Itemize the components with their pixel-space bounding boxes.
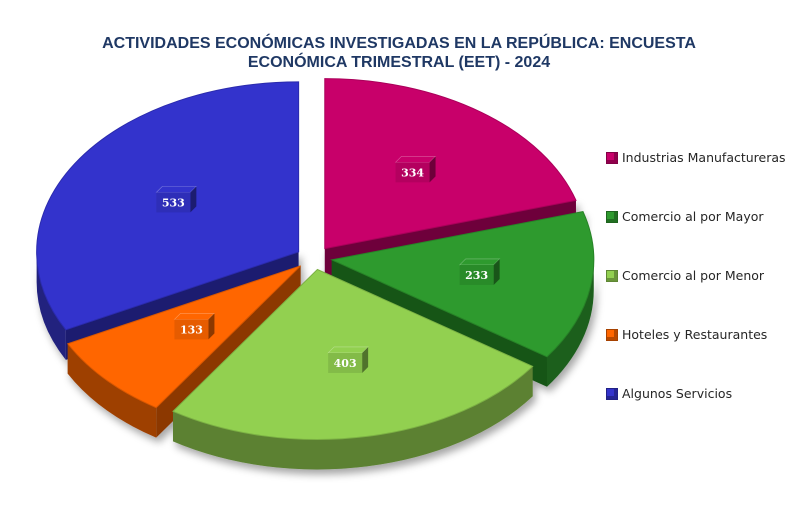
legend-label-comercio-mayor: Comercio al por Mayor: [622, 209, 764, 224]
data-label-box-side-hoteles: [208, 313, 215, 340]
data-label-box-top-comercio-mayor: [458, 258, 501, 266]
legend-swatch-comercio-mayor: [606, 210, 618, 223]
data-label-box-side-algunos-servicios: [190, 186, 197, 213]
legend-item-algunos-servicios: Algunos Servicios: [606, 364, 786, 423]
chart-title: ACTIVIDADES ECONÓMICAS INVESTIGADAS EN L…: [0, 34, 798, 72]
data-label-algunos-servicios: 533: [155, 186, 198, 213]
legend-item-comercio-mayor: Comercio al por Mayor: [606, 187, 786, 246]
legend-swatch-algunos-servicios: [606, 387, 618, 400]
chart-title-line-2: ECONÓMICA TRIMESTRAL (EET) - 2024: [247, 54, 551, 71]
legend-swatch-hoteles: [606, 328, 618, 341]
data-label-box-top-hoteles: [173, 313, 216, 320]
legend-swatch-comercio-menor: [606, 269, 618, 282]
data-label-box-comercio-mayor: [459, 264, 494, 285]
data-label-box-side-comercio-mayor: [493, 258, 500, 285]
legend-label-comercio-menor: Comercio al por Menor: [622, 268, 765, 283]
data-label-hoteles: 133: [173, 313, 216, 340]
data-label-box-top-algunos-servicios: [155, 186, 198, 193]
chart-title-line-1: ACTIVIDADES ECONÓMICAS INVESTIGADAS EN L…: [102, 35, 696, 52]
data-label-box-comercio-menor: [328, 352, 363, 373]
legend-label-algunos-servicios: Algunos Servicios: [622, 386, 733, 401]
data-label-industrias: 334: [394, 156, 437, 183]
pie-data-labels: 334 233 403 133 533: [155, 156, 501, 373]
data-label-box-side-industrias: [429, 156, 436, 183]
legend-label-hoteles: Hoteles y Restaurantes: [622, 327, 768, 342]
slice-rim-comercio-menor: [172, 366, 533, 470]
slice-industrias: [324, 78, 577, 250]
data-label-box-top-comercio-menor: [327, 346, 369, 354]
data-label-box-top-industrias: [394, 156, 437, 163]
slice-rim-comercio-mayor: [546, 259, 594, 387]
legend-item-hoteles: Hoteles y Restaurantes: [606, 305, 786, 364]
legend-swatch-industrias: [606, 151, 618, 164]
data-label-box-side-comercio-menor: [362, 346, 369, 373]
data-label-box-algunos-servicios: [156, 192, 191, 213]
data-label-comercio-mayor: 233: [458, 258, 501, 285]
data-label-box-industrias: [395, 162, 430, 183]
legend-item-industrias: Industrias Manufactureras: [606, 128, 786, 187]
legend-label-industrias: Industrias Manufactureras: [622, 150, 786, 165]
data-label-text-comercio-menor: 403: [334, 357, 357, 370]
legend: Industrias Manufactureras Comercio al po…: [606, 128, 786, 423]
data-label-comercio-menor: 403: [327, 346, 369, 373]
data-label-text-industrias: 334: [401, 166, 424, 179]
data-label-box-hoteles: [174, 319, 209, 340]
slice-rim-algunos-servicios: [36, 251, 66, 360]
data-label-text-hoteles: 133: [180, 323, 203, 336]
legend-item-comercio-menor: Comercio al por Menor: [606, 246, 786, 305]
data-label-text-algunos-servicios: 533: [162, 196, 185, 209]
data-label-text-comercio-mayor: 233: [465, 269, 488, 282]
